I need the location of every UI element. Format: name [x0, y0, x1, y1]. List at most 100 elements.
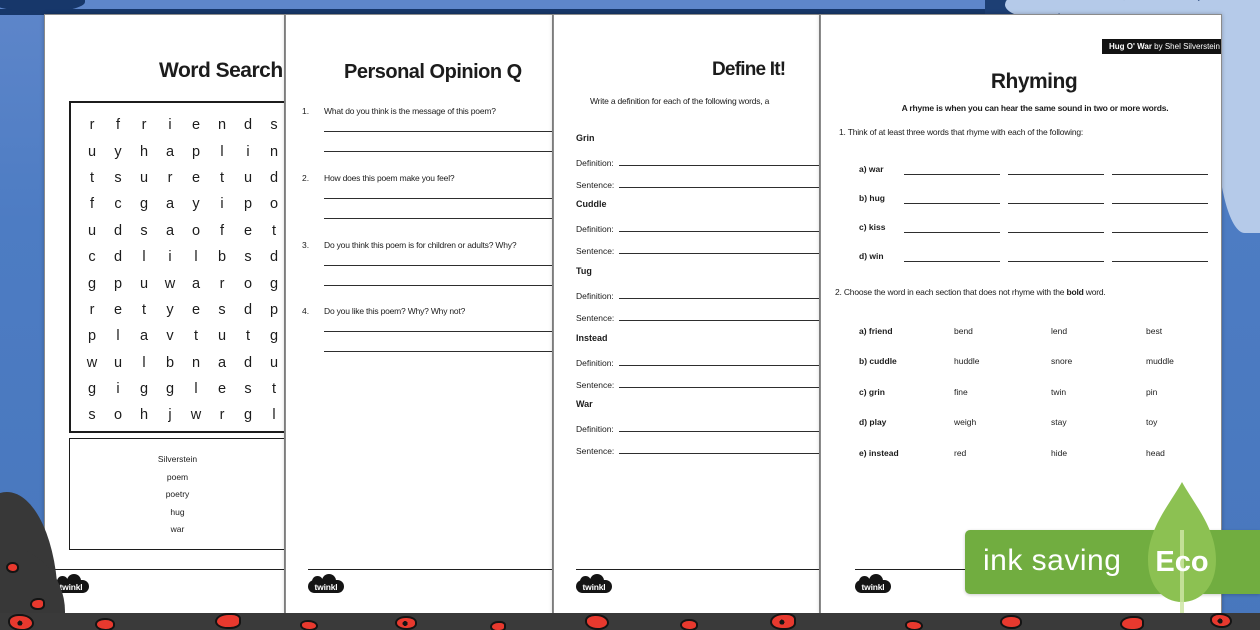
rhyme-option: lend: [1051, 326, 1068, 336]
answer-line: [619, 187, 819, 188]
grid-letter: w: [86, 354, 98, 371]
grid-letter: s: [140, 222, 148, 239]
poppy-icon: [215, 613, 241, 629]
answer-line: [904, 203, 1000, 204]
page-opinion-questions: Personal Opinion Q 1. What do you think i…: [285, 14, 553, 614]
grid-letter: o: [243, 275, 253, 292]
grid-letter: i: [246, 143, 250, 160]
grid-letter: c: [88, 249, 96, 266]
grid-letter: r: [141, 117, 147, 134]
page-title: Word Search: [159, 59, 283, 82]
task1-instruction: 1. Think of at least three words that rh…: [839, 127, 1084, 137]
rhyme-option: twin: [1051, 387, 1067, 397]
grid-letter: w: [190, 407, 202, 424]
twinkl-logo: twinkl: [308, 574, 344, 594]
page-title: Define It!: [712, 59, 786, 80]
poppy-icon: [300, 620, 318, 630]
question-number: 1.: [302, 106, 310, 116]
grid-letter: o: [113, 407, 123, 424]
poppy-icon: [1210, 613, 1232, 628]
cloud-icon: [1005, 0, 1067, 18]
answer-line: [1008, 203, 1104, 204]
answer-line: [618, 165, 819, 166]
twinkl-logo-text: twinkl: [59, 582, 83, 592]
word-list-item: hug: [170, 506, 185, 517]
grid-letter: u: [87, 222, 97, 239]
grid-letter: g: [139, 196, 149, 213]
define-word-label: Tug: [576, 266, 592, 276]
grid-letter: b: [165, 354, 175, 371]
rhyme-row-label: b) cuddle: [859, 356, 897, 366]
define-line-row: Sentence:: [576, 310, 819, 323]
question-text: Do you like this poem? Why? Why not?: [324, 306, 466, 316]
rhyme-option: hide: [1051, 448, 1068, 458]
grid-letter: t: [219, 169, 225, 186]
rhyme-item-label: b) hug: [859, 193, 885, 203]
field-label: Definition:: [576, 291, 614, 301]
grid-letter: i: [116, 381, 120, 398]
answer-line: [618, 431, 819, 432]
page-title: Personal Opinion Q: [344, 61, 522, 83]
rhyme-definition-text: A rhyme is when you can hear the same so…: [901, 103, 1169, 113]
sky-navy-band: [0, 9, 1260, 15]
word-list-item: Silverstein: [157, 454, 198, 464]
footer-divider: [53, 569, 284, 570]
grid-letter: a: [191, 275, 201, 292]
grid-letter: h: [139, 143, 149, 160]
answer-line: [1112, 261, 1208, 262]
rhyme-option: best: [1146, 326, 1163, 336]
poppy-icon: [395, 616, 417, 630]
poppy-icon: [585, 614, 609, 630]
grid-letter: a: [217, 354, 227, 371]
grid-letter: g: [269, 275, 279, 292]
define-line-row: Definition:: [576, 155, 819, 168]
define-line-row: Sentence:: [576, 177, 819, 190]
grid-letter: a: [165, 196, 175, 213]
grid-letter: t: [271, 381, 277, 398]
question-text: How does this poem make you feel?: [324, 173, 455, 183]
rhyme-row-label: a) friend: [859, 326, 893, 336]
poppy-icon: [1120, 616, 1144, 630]
task2-bold-word: bold: [1066, 287, 1084, 297]
word-search-word-list: Silverstein poem poetry hug war: [70, 439, 284, 539]
define-line-row: Definition:: [576, 421, 819, 434]
grid-letter: o: [269, 196, 279, 213]
grid-letter: d: [243, 301, 253, 318]
define-line-row: Definition:: [576, 288, 819, 301]
answer-line: [1112, 203, 1208, 204]
answer-line: [1112, 174, 1208, 175]
answer-line: [618, 365, 819, 366]
rhyme-option: red: [954, 448, 967, 458]
poppy-icon: [30, 598, 45, 610]
instruction-text: Write a definition for each of the follo…: [590, 96, 770, 106]
poppy-icon: [95, 618, 115, 630]
grid-letter: p: [269, 301, 279, 318]
twinkl-logo: twinkl: [576, 574, 612, 594]
word-list-item: poem: [166, 471, 189, 482]
answer-line: [324, 151, 552, 152]
grid-letter: r: [89, 117, 95, 134]
leaf-icon: [1148, 482, 1216, 613]
grid-letter: p: [243, 196, 253, 213]
grid-letter: v: [166, 328, 174, 345]
define-word-label: Cuddle: [576, 199, 607, 209]
grid-letter: r: [219, 407, 225, 424]
grid-letter: u: [243, 169, 253, 186]
grid-letter: e: [113, 301, 123, 318]
answer-line: [1112, 232, 1208, 233]
grid-letter: n: [217, 117, 227, 134]
rhyme-item-label: d) win: [859, 251, 884, 261]
define-line-row: Sentence:: [576, 243, 819, 256]
grid-letter: d: [243, 354, 253, 371]
page-rhyming: Hug O' War by Shel Silverstein Rhyming A…: [820, 14, 1222, 614]
eco-label: Eco: [1155, 546, 1209, 578]
twinkl-logo-text: twinkl: [582, 582, 606, 592]
page-title: Rhyming: [990, 70, 1078, 93]
footer-divider: [576, 569, 819, 570]
